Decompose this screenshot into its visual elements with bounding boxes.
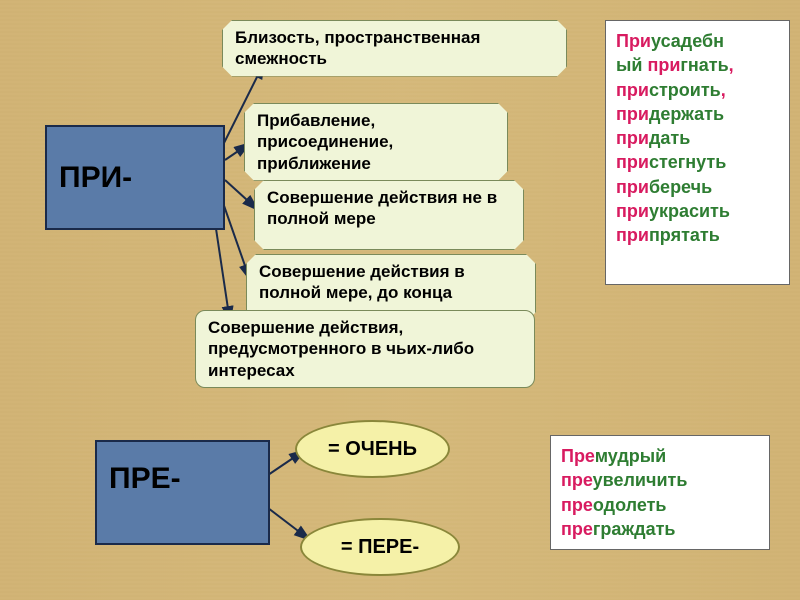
pri-meaning-4: Совершение действия, предусмотренного в …: [195, 310, 535, 388]
pri-prefix-box: ПРИ-: [45, 125, 225, 230]
pri-meaning-0: Близость, пространственная смежность: [222, 20, 567, 77]
pri-meaning-2: Совершение действия не в полной мере: [254, 180, 524, 250]
pri-meaning-1: Прибавление, присоединение, приближение: [244, 103, 508, 181]
pre-meaning-1: = ПЕРЕ-: [300, 518, 460, 576]
pre-prefix-label: ПРЕ-: [109, 462, 181, 496]
pre-prefix-box: ПРЕ-: [95, 440, 270, 545]
pri-examples-box: Приусадебный пригнать,пристроить,придерж…: [605, 20, 790, 285]
pre-examples-box: Премудрыйпреувеличитьпреодолетьпрегражда…: [550, 435, 770, 550]
pri-prefix-label: ПРИ-: [59, 161, 132, 195]
pre-meaning-0: = ОЧЕНЬ: [295, 420, 450, 478]
